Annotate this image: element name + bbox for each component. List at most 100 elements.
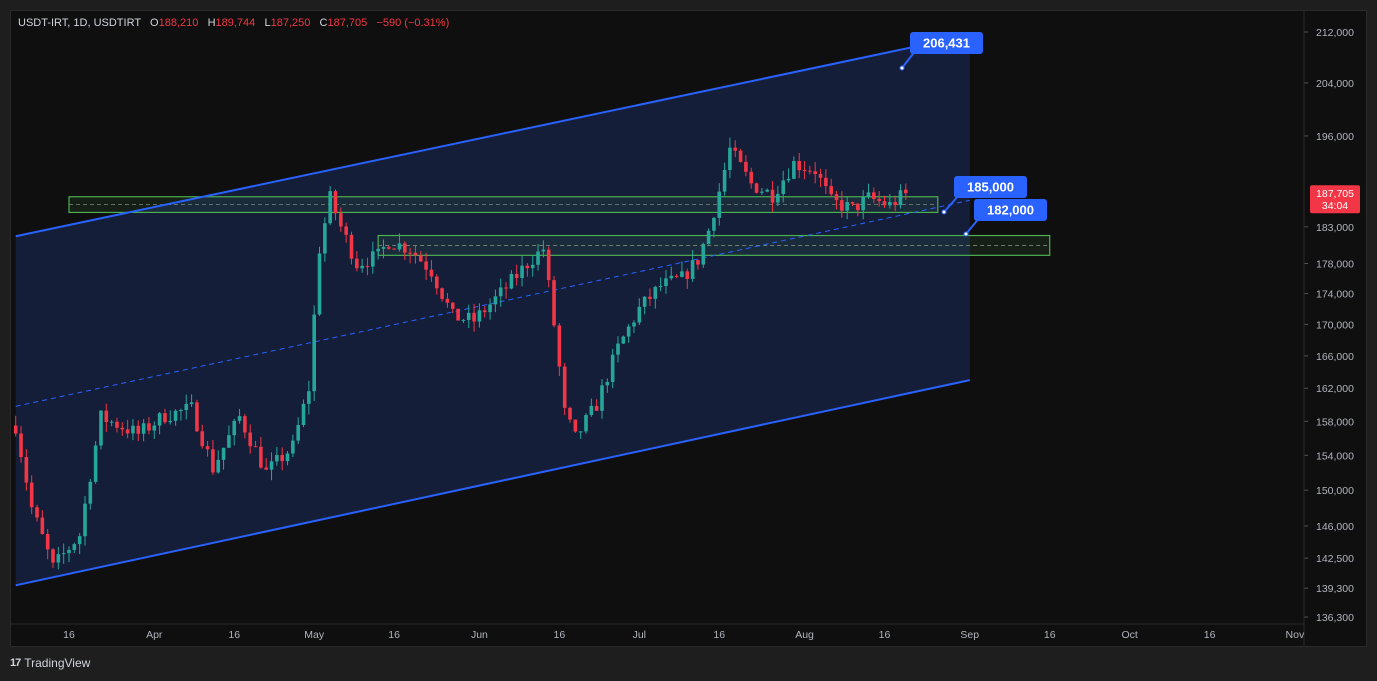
candle-body: [29, 482, 34, 508]
time-tick-label: 16: [879, 629, 891, 641]
candle-body: [125, 429, 130, 434]
candle: [690, 250, 695, 282]
candle: [856, 203, 860, 217]
candle: [850, 201, 855, 207]
candle: [227, 425, 231, 448]
candle: [776, 185, 780, 206]
candle: [77, 533, 82, 555]
candle-body: [898, 190, 903, 206]
candle-body: [536, 251, 540, 265]
candle-body: [520, 265, 524, 278]
candle: [765, 188, 770, 193]
time-tick-label: Jul: [633, 629, 646, 641]
close-value: 187,705: [327, 17, 368, 29]
candle-body: [221, 447, 226, 460]
price-tick-label: 196,000: [1316, 131, 1354, 143]
candle-body: [808, 170, 812, 172]
candle-body: [397, 243, 402, 250]
candle-body: [829, 186, 833, 195]
candle: [29, 475, 34, 515]
candle: [232, 418, 237, 446]
callout-anchor: [941, 209, 947, 215]
candle: [818, 168, 823, 187]
callout-anchor: [963, 231, 969, 237]
candle-body: [514, 273, 519, 278]
candle: [536, 243, 540, 271]
channel-lower-line: [15, 379, 970, 587]
candle-body: [56, 554, 61, 563]
candle: [861, 190, 865, 220]
low-label: L: [264, 17, 271, 29]
candle: [397, 233, 402, 252]
candle: [56, 546, 61, 570]
candle: [781, 170, 786, 203]
candle-body: [429, 269, 434, 277]
candle-body: [264, 467, 269, 470]
candle-body: [381, 247, 386, 249]
time-tick-label: Aug: [795, 629, 814, 641]
channel-fill: [15, 35, 970, 586]
candle-body: [696, 260, 700, 265]
candle-body: [557, 325, 562, 367]
low-value: 187,250: [270, 17, 311, 29]
candle: [344, 222, 348, 243]
candle: [594, 399, 599, 411]
candle-body: [568, 407, 572, 420]
candle: [418, 251, 423, 263]
candle: [131, 419, 135, 441]
candle-body: [152, 425, 157, 431]
candle-body: [317, 253, 322, 315]
candle-body: [450, 302, 455, 309]
time-tick-label: Nov: [1286, 629, 1305, 641]
high-label: H: [207, 17, 216, 29]
candle-body: [216, 459, 221, 473]
candle-body: [818, 174, 823, 178]
price-callout-1: 206,431: [899, 32, 983, 71]
candle: [568, 406, 572, 423]
candle: [589, 398, 594, 417]
candle: [408, 247, 412, 264]
candle-body: [200, 431, 205, 447]
candle: [845, 197, 849, 220]
tradingview-logo-icon: 17: [10, 657, 21, 669]
candle-body: [440, 288, 444, 299]
candle-body: [664, 278, 668, 286]
candle: [456, 308, 460, 321]
candle: [802, 161, 807, 180]
candle-body: [653, 286, 658, 299]
countdown-label: 34:04: [1322, 200, 1348, 212]
candle: [280, 447, 284, 471]
candle: [648, 288, 652, 306]
candle-body: [51, 549, 55, 563]
candle: [797, 152, 802, 179]
candle-body: [765, 189, 770, 192]
candle: [664, 269, 668, 294]
candle-body: [365, 265, 370, 267]
candle-body: [861, 196, 865, 211]
candle: [904, 183, 908, 200]
candle-body: [269, 461, 274, 470]
symbol-title[interactable]: USDT-IRT, 1D, USDTIRT: [18, 17, 141, 29]
candle-body: [605, 381, 610, 386]
candle: [701, 242, 706, 269]
candle-body: [211, 449, 215, 473]
candle-body: [418, 255, 423, 262]
candle-body: [754, 183, 759, 193]
candle: [696, 259, 700, 270]
candle-body: [904, 189, 908, 194]
time-tick-label: Oct: [1121, 629, 1137, 641]
candle-body: [669, 275, 674, 279]
candle: [312, 305, 316, 401]
candle: [770, 180, 775, 212]
candle: [211, 440, 215, 475]
candle-body: [402, 243, 407, 253]
footer-brand[interactable]: 17 TradingView: [10, 656, 90, 670]
candle-body: [866, 192, 871, 197]
candle-body: [648, 296, 652, 299]
candle: [493, 289, 498, 313]
candle: [104, 403, 109, 432]
candle-body: [157, 413, 162, 426]
candle-body: [856, 203, 860, 211]
candle: [840, 191, 844, 218]
